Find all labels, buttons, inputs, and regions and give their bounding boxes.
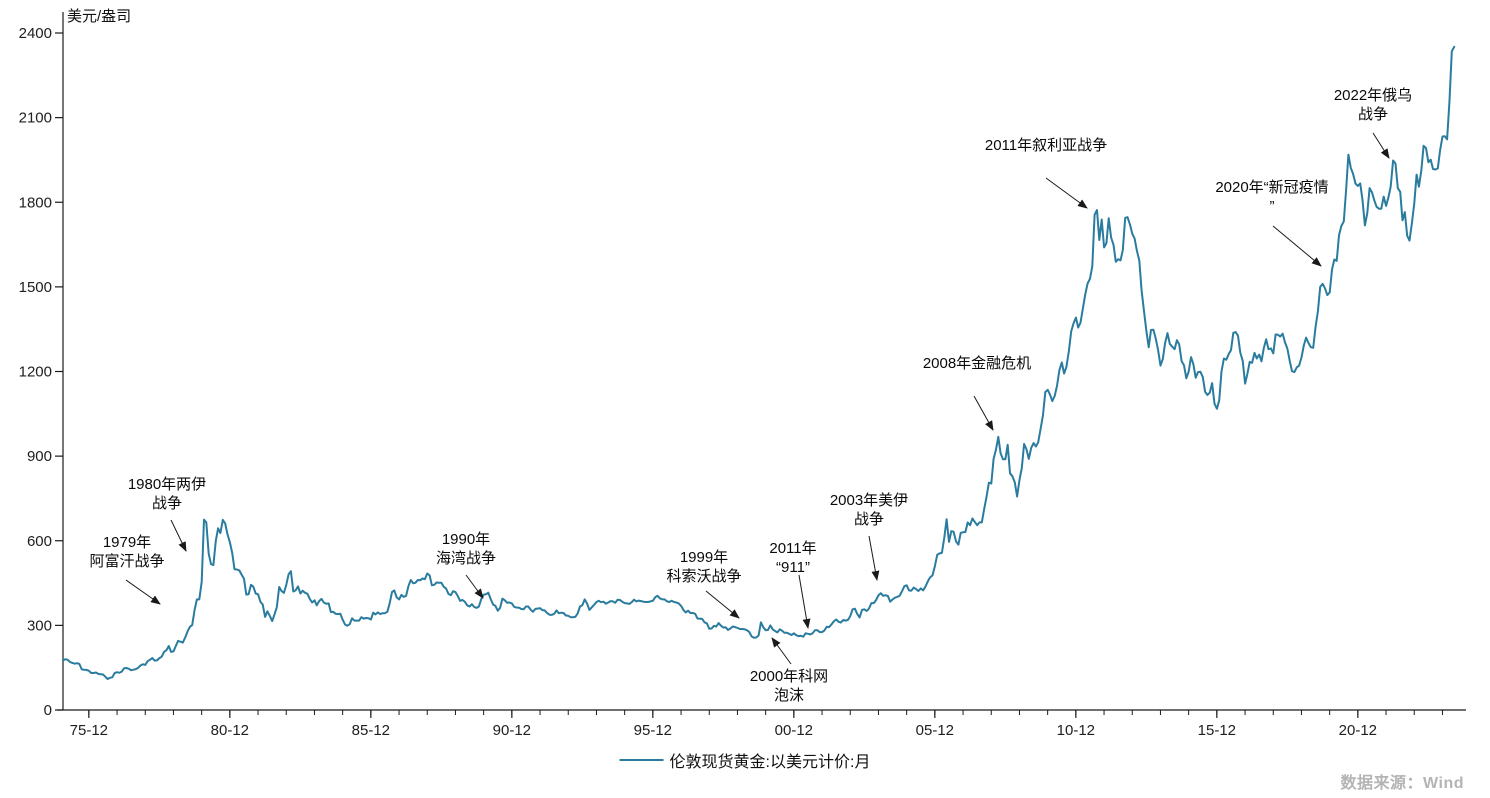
- y-axis-unit-label: 美元/盎司: [67, 8, 132, 25]
- y-tick-label: 2400: [19, 25, 52, 42]
- y-tick-label: 300: [27, 617, 52, 634]
- annotation-label-911: 2011年“911”: [769, 540, 816, 576]
- annotation-arrow-2003-us-iraq-war: [868, 535, 880, 581]
- legend: 伦敦现货黄金:以美元计价:月: [619, 748, 871, 772]
- y-tick-label: 600: [27, 533, 52, 550]
- x-tick-label: 90-12: [493, 722, 531, 739]
- legend-label: 伦敦现货黄金:以美元计价:月: [669, 754, 871, 771]
- x-tick-label: 85-12: [352, 722, 390, 739]
- annotation-arrow-1990-gulf-war: [465, 574, 484, 599]
- annotation-arrow-2000-dotcom-bubble: [771, 637, 792, 665]
- annotation-label-1979-afghanistan-war: 1979年阿富汗战争: [89, 534, 164, 570]
- annotation-arrow-2022-russia-ukraine: [1372, 132, 1390, 159]
- y-tick-label: 900: [27, 448, 52, 465]
- annotation-arrow-1980-iran-iraq-war: [170, 519, 187, 552]
- annotation-arrow-911: [798, 574, 811, 629]
- annotation-label-2020-covid: 2020年“新冠疫情”: [1215, 179, 1328, 215]
- x-tick-label: 95-12: [634, 722, 672, 739]
- x-tick-label: 10-12: [1057, 722, 1095, 739]
- price-line: [62, 45, 1456, 680]
- annotation-label-1980-iran-iraq-war: 1980年两伊战争: [128, 476, 206, 512]
- y-tick-label: 2100: [19, 110, 52, 127]
- annotation-label-2008-financial-crisis: 2008年金融危机: [923, 355, 1031, 372]
- annotation-label-2000-dotcom-bubble: 2000年科网泡沫: [750, 668, 828, 704]
- y-tick-label: 0: [44, 702, 52, 719]
- y-tick-label: 1500: [19, 279, 52, 296]
- x-tick-label: 75-12: [70, 722, 108, 739]
- x-tick-label: 20-12: [1339, 722, 1377, 739]
- annotation-label-2003-us-iraq-war: 2003年美伊战争: [830, 492, 908, 528]
- annotation-arrow-2020-covid: [1272, 225, 1322, 267]
- annotation-label-2011-syria-war: 2011年叙利亚战争: [985, 136, 1107, 154]
- annotation-arrow-2011-syria-war: [1045, 177, 1088, 209]
- x-tick-label: 05-12: [916, 722, 954, 739]
- x-tick-label: 15-12: [1198, 722, 1236, 739]
- annotation-label-2022-russia-ukraine: 2022年俄乌战争: [1334, 87, 1412, 123]
- annotation-arrow-1999-kosovo-war: [705, 590, 740, 619]
- y-tick-label: 1800: [19, 194, 52, 211]
- annotation-arrow-2008-financial-crisis: [973, 395, 994, 431]
- annotation-label-1999-kosovo-war: 1999年科索沃战争: [666, 549, 741, 585]
- annotation-arrow-1979-afghanistan-war: [125, 579, 161, 605]
- legend-line-swatch: [619, 759, 664, 761]
- y-tick-label: 1200: [19, 364, 52, 381]
- data-source-label: 数据来源：Wind: [1340, 775, 1464, 792]
- x-tick-label: 80-12: [211, 722, 249, 739]
- annotation-label-1990-gulf-war: 1990年海湾战争: [436, 531, 496, 567]
- x-tick-label: 00-12: [775, 722, 813, 739]
